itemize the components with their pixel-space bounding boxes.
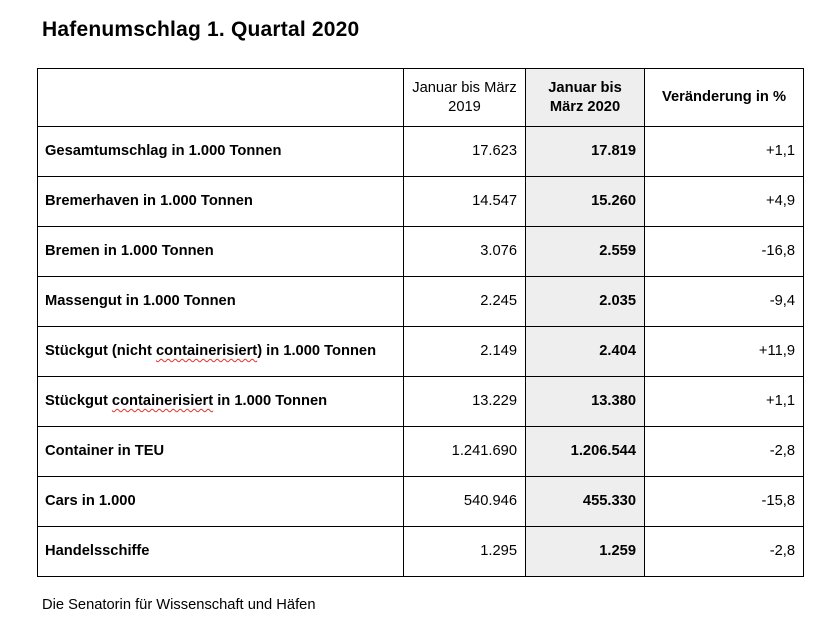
value-2019: 3.076 xyxy=(403,226,526,277)
row-label: Stückgut containerisiert in 1.000 Tonnen xyxy=(37,376,404,427)
value-2020: 2.404 xyxy=(525,326,645,377)
source-note: Die Senatorin für Wissenschaft und Häfen xyxy=(42,597,316,613)
table-row: Container in TEU 1.241.690 1.206.544 -2,… xyxy=(37,426,804,477)
table-row: Gesamtumschlag in 1.000 Tonnen 17.623 17… xyxy=(37,126,804,177)
value-change: +4,9 xyxy=(644,176,804,227)
row-label-segment: Stückgut xyxy=(45,393,112,410)
value-2019: 14.547 xyxy=(403,176,526,227)
value-2020: 2.035 xyxy=(525,276,645,327)
value-2019: 540.946 xyxy=(403,476,526,527)
value-2020: 2.559 xyxy=(525,226,645,277)
column-header-empty xyxy=(37,68,404,127)
row-label-segment: ) in 1.000 Tonnen xyxy=(257,343,377,360)
value-change: -2,8 xyxy=(644,526,804,577)
value-2020: 1.206.544 xyxy=(525,426,645,477)
value-2020: 13.380 xyxy=(525,376,645,427)
value-2019: 13.229 xyxy=(403,376,526,427)
row-label-segment: Stückgut (nicht xyxy=(45,343,156,360)
value-2019: 2.245 xyxy=(403,276,526,327)
column-header-change: Veränderung in % xyxy=(644,68,804,127)
row-label: Cars in 1.000 xyxy=(37,476,404,527)
table-row: Handelsschiffe 1.295 1.259 -2,8 xyxy=(37,526,804,577)
value-2020: 1.259 xyxy=(525,526,645,577)
value-change: -16,8 xyxy=(644,226,804,277)
value-2019: 2.149 xyxy=(403,326,526,377)
value-change: -15,8 xyxy=(644,476,804,527)
header-row: Januar bis März 2019 Januar bis März 202… xyxy=(37,68,804,127)
row-label: Stückgut (nicht containerisiert) in 1.00… xyxy=(37,326,404,377)
table-row: Cars in 1.000 540.946 455.330 -15,8 xyxy=(37,476,804,527)
table-row: Massengut in 1.000 Tonnen 2.245 2.035 -9… xyxy=(37,276,804,327)
table-row: Bremen in 1.000 Tonnen 3.076 2.559 -16,8 xyxy=(37,226,804,277)
misspelled-word: containerisiert xyxy=(155,343,258,360)
row-label: Gesamtumschlag in 1.000 Tonnen xyxy=(37,126,404,177)
value-change: +11,9 xyxy=(644,326,804,377)
row-label: Container in TEU xyxy=(37,426,404,477)
row-label: Massengut in 1.000 Tonnen xyxy=(37,276,404,327)
data-table: Januar bis März 2019 Januar bis März 202… xyxy=(37,68,804,577)
row-label-segment: in 1.000 Tonnen xyxy=(213,393,328,410)
value-change: -9,4 xyxy=(644,276,804,327)
value-2020: 15.260 xyxy=(525,176,645,227)
value-2019: 17.623 xyxy=(403,126,526,177)
table-row: Stückgut containerisiert in 1.000 Tonnen… xyxy=(37,376,804,427)
row-label: Handelsschiffe xyxy=(37,526,404,577)
row-label: Bremen in 1.000 Tonnen xyxy=(37,226,404,277)
value-2019: 1.295 xyxy=(403,526,526,577)
row-label: Bremerhaven in 1.000 Tonnen xyxy=(37,176,404,227)
value-change: -2,8 xyxy=(644,426,804,477)
table-row: Stückgut (nicht containerisiert) in 1.00… xyxy=(37,326,804,377)
table-row: Bremerhaven in 1.000 Tonnen 14.547 15.26… xyxy=(37,176,804,227)
value-change: +1,1 xyxy=(644,126,804,177)
value-2019: 1.241.690 xyxy=(403,426,526,477)
misspelled-word: containerisiert xyxy=(111,393,214,410)
column-header-2019: Januar bis März 2019 xyxy=(403,68,526,127)
value-2020: 455.330 xyxy=(525,476,645,527)
value-change: +1,1 xyxy=(644,376,804,427)
column-header-2020: Januar bis März 2020 xyxy=(525,68,645,127)
value-2020: 17.819 xyxy=(525,126,645,177)
page-title: Hafenumschlag 1. Quartal 2020 xyxy=(42,18,360,41)
